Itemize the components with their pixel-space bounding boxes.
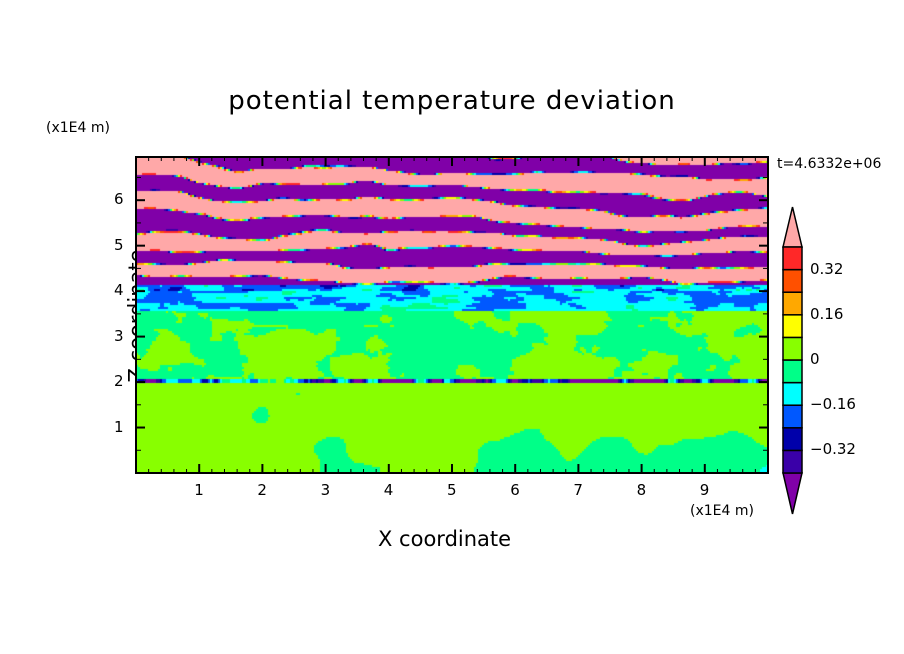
colorbar-tick-label: 0.32 (810, 259, 844, 278)
x-tick-label: 1 (194, 481, 204, 499)
colorbar-tick-label: 0.16 (810, 304, 844, 323)
x-tick-label: 3 (320, 481, 331, 499)
colorbar-under-triangle (782, 472, 803, 515)
x-tick-label: 5 (447, 481, 457, 499)
colorbar-tick-label: 0 (810, 350, 820, 368)
colorbar-box (782, 246, 803, 271)
colorbar-box (782, 404, 803, 429)
colorbar-over-triangle (782, 206, 803, 248)
colorbar-tick-label: −0.16 (810, 395, 856, 414)
x-tick-label: 4 (383, 481, 394, 499)
y-tick-label: 4 (114, 281, 124, 300)
chart-title: potential temperature deviation (228, 86, 676, 116)
x-axis-unit: (x1E4 m) (690, 503, 754, 519)
colorbar-box (782, 359, 803, 384)
y-tick-label: 2 (114, 372, 124, 391)
plot-frame (135, 156, 769, 474)
colorbar-box (782, 381, 803, 406)
x-tick-label: 8 (636, 481, 647, 499)
y-tick-label: 3 (114, 326, 124, 345)
time-annotation: t=4.6332e+06 (777, 156, 882, 172)
colorbar-box (782, 268, 803, 293)
contour-field (136, 157, 768, 473)
colorbar-box (782, 314, 803, 339)
colorbar-box (782, 336, 803, 361)
y-axis-unit: (x1E4 m) (46, 120, 110, 136)
x-tick-label: 2 (257, 481, 267, 499)
x-tick-label: 9 (699, 481, 710, 499)
y-tick-label: 5 (114, 235, 124, 254)
y-tick-label: 6 (114, 190, 124, 209)
y-tick-label: 1 (114, 417, 124, 436)
colorbar-box (782, 449, 803, 474)
x-axis-label: X coordinate (378, 527, 512, 551)
colorbar-box (782, 427, 803, 452)
x-tick-label: 6 (510, 481, 520, 499)
x-tick-label: 7 (573, 481, 583, 499)
colorbar-tick-label: −0.32 (810, 440, 856, 459)
colorbar-box (782, 291, 803, 316)
